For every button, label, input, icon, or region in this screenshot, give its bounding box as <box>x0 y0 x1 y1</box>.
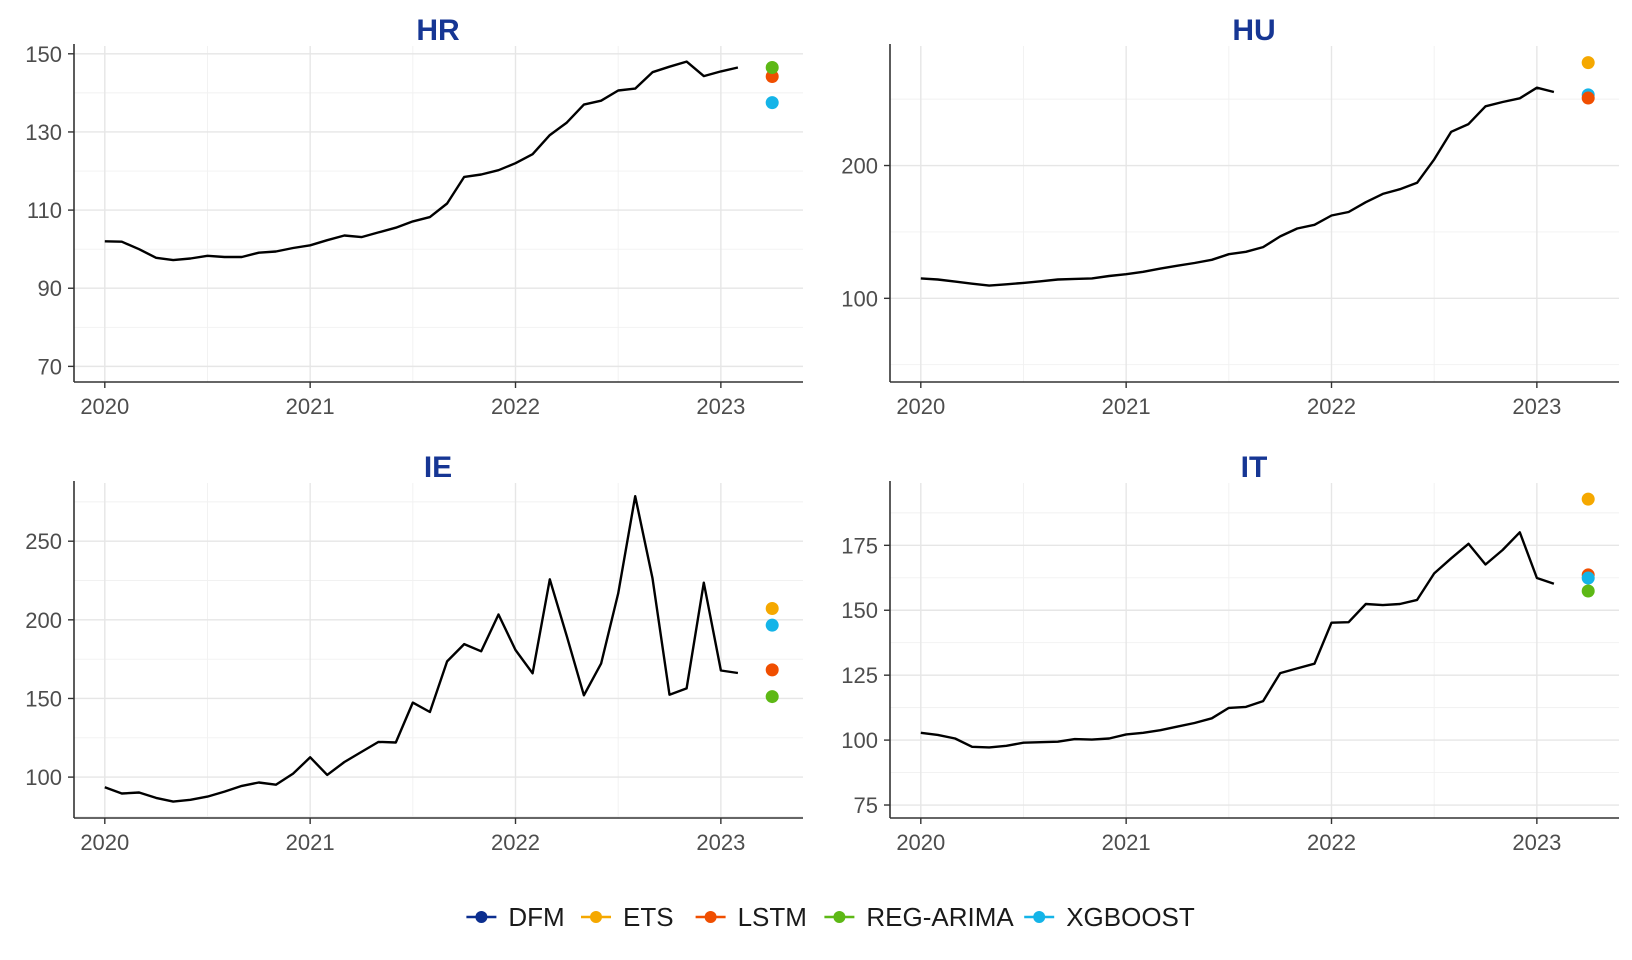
y-tick-label: 125 <box>841 663 878 688</box>
grid-it <box>890 483 1619 818</box>
legend-label: ETS <box>623 902 674 932</box>
forecast-point-lstm <box>1581 91 1595 105</box>
panel-it: 75 100 125 150 175 2020 2021 2022 2023 IT <box>841 451 1619 855</box>
x-tick-label: 2022 <box>491 830 540 855</box>
x-tick-label: 2021 <box>286 830 335 855</box>
x-tick-label: 2020 <box>896 394 945 419</box>
x-tick-label: 2023 <box>1512 830 1561 855</box>
forecast-point-ets <box>1581 56 1595 70</box>
x-tick-label: 2021 <box>1102 830 1151 855</box>
forecast-point-xgboost <box>765 618 779 632</box>
legend-item-dfm: DFM <box>466 902 565 932</box>
legend-label: XGBOOST <box>1066 902 1195 932</box>
panel-hu: 100 200 2020 2021 2022 2023 HU <box>841 14 1619 419</box>
x-tick-label: 2023 <box>696 830 745 855</box>
series-line-ie <box>104 495 739 803</box>
y-tick-label: 250 <box>25 529 62 554</box>
y-tick-label: 70 <box>38 354 62 379</box>
panel-title-hr: HR <box>416 14 460 47</box>
y-tick-label: 100 <box>25 765 62 790</box>
legend-label: LSTM <box>738 902 807 932</box>
x-tick-label: 2020 <box>80 830 129 855</box>
panel-title-it: IT <box>1241 451 1268 484</box>
legend-label: DFM <box>508 902 564 932</box>
x-tick-label: 2022 <box>1307 830 1356 855</box>
chart-panels: 70 90 110 130 150 2020 2021 2022 2023 HR 100 200 202… <box>25 14 1619 855</box>
x-tick-label: 2021 <box>1102 394 1151 419</box>
legend-item-ets: ETS <box>581 902 674 932</box>
forecast-point-lstm <box>765 663 779 677</box>
panel-title-ie: IE <box>424 451 452 484</box>
panel-ie: 100 150 200 250 2020 2021 2022 2023 IE <box>25 451 803 855</box>
y-tick-label: 75 <box>854 793 878 818</box>
y-tick-label: 90 <box>38 276 62 301</box>
chart-legend: DFM ETS LSTM REG-ARIMA XGBOOST <box>466 902 1195 932</box>
x-tick-label: 2021 <box>286 394 335 419</box>
y-tick-label: 200 <box>841 154 878 179</box>
series-line-hu <box>920 86 1555 287</box>
y-tick-label: 110 <box>27 198 62 223</box>
y-tick-label: 175 <box>841 533 878 558</box>
y-tick-label: 150 <box>25 42 62 67</box>
series-line-it <box>920 531 1555 749</box>
y-tick-label: 200 <box>25 608 62 633</box>
legend-key-dot <box>475 911 488 923</box>
panel-hr: 70 90 110 130 150 2020 2021 2022 2023 HR <box>25 14 803 419</box>
grid-hr <box>74 46 803 382</box>
legend-key-dot <box>704 911 717 923</box>
grid-hu <box>890 46 1619 382</box>
series-line-hr <box>104 60 739 262</box>
y-tick-label: 150 <box>841 598 878 623</box>
forecast-point-lstm <box>765 69 779 83</box>
x-tick-label: 2023 <box>696 394 745 419</box>
legend-key-dot <box>1033 911 1046 923</box>
legend-item-lstm: LSTM <box>695 902 807 932</box>
forecast-point-xgboost <box>1581 571 1595 585</box>
x-tick-label: 2023 <box>1512 394 1561 419</box>
x-tick-label: 2020 <box>80 394 129 419</box>
legend-item-reg-arima: REG-ARIMA <box>824 902 1014 932</box>
forecast-point-reg-arima <box>1581 584 1595 598</box>
forecast-point-ets <box>765 602 779 616</box>
forecast-point-xgboost <box>765 96 779 110</box>
forecast-point-ets <box>1581 492 1595 506</box>
legend-item-xgboost: XGBOOST <box>1024 902 1195 932</box>
x-tick-label: 2020 <box>896 830 945 855</box>
x-tick-label: 2022 <box>1307 394 1356 419</box>
y-tick-label: 150 <box>25 686 62 711</box>
legend-key-dot <box>590 911 602 923</box>
x-tick-label: 2022 <box>491 394 540 419</box>
y-tick-label: 100 <box>841 286 878 311</box>
y-tick-label: 130 <box>25 120 62 145</box>
panel-title-hu: HU <box>1232 14 1275 47</box>
legend-label: REG-ARIMA <box>866 902 1014 932</box>
forecast-point-reg-arima <box>765 60 779 74</box>
forecast-point-reg-arima <box>765 690 779 704</box>
y-tick-label: 100 <box>841 728 878 753</box>
legend-key-dot <box>833 911 846 923</box>
